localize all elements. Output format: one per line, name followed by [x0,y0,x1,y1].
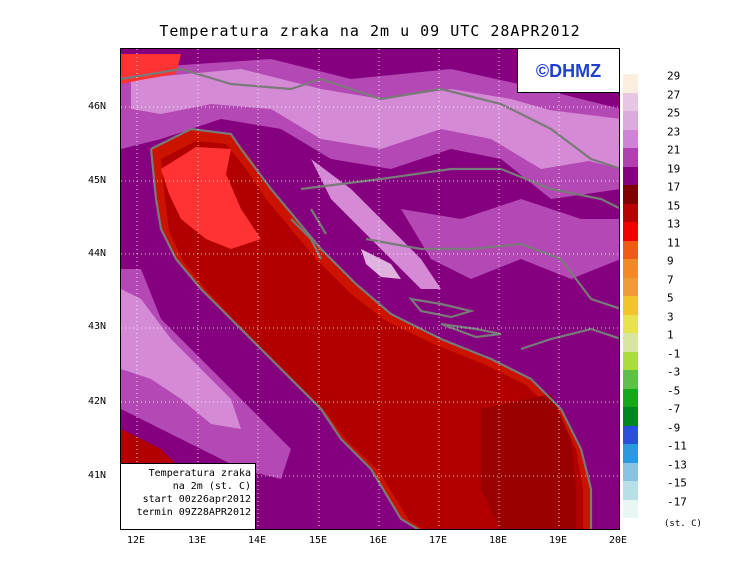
legend-swatch [623,277,638,296]
legend-swatch [623,499,638,518]
land-mid-region-bosnia [401,199,619,279]
land-cool-region-east [541,109,619,169]
lat-label-43n: 43N [88,321,107,332]
info-line-4: termin 09Z28APR2012 [136,507,251,518]
lat-label-44n: 44N [88,248,107,259]
lat-lon-grid [121,49,619,529]
hot-region-veneto [161,147,261,249]
lat-label-45n: 45N [88,175,107,186]
legend-label: 3 [667,310,674,323]
legend-label: 25 [667,106,681,120]
legend-swatch [623,222,638,241]
legend-swatch [623,370,638,389]
legend-label: -1 [667,347,681,360]
legend-label: -5 [667,384,681,397]
legend-swatch [623,462,638,481]
map-title: Temperatura zraka na 2m u 09 UTC 28APR20… [159,22,581,40]
map-canvas [121,49,619,529]
legend-label: 13 [667,217,681,231]
land-cool-region-italy [121,289,241,429]
legend-label: -11 [667,439,687,453]
legend-swatch [623,425,638,444]
lon-label-17e: 17E [428,535,448,546]
info-line-1: Temperatura zraka [148,468,251,479]
lon-label-18e: 18E [488,535,508,546]
legend-swatch [623,148,638,167]
legend-swatch [623,111,638,130]
land-cool-region-coast [311,159,441,289]
info-box: Temperatura zraka na 2m (st. C) start 00… [121,463,256,529]
legend-label: 19 [667,162,681,175]
legend-label: 11 [667,236,681,249]
legend-label: -13 [667,458,687,471]
legend-swatch [623,314,638,333]
legend-label: 7 [667,273,674,286]
legend-label: 29 [667,69,681,83]
legend-swatch [623,166,638,185]
legend-swatch [623,240,638,259]
southern-adriatic [481,394,576,529]
legend-swatch [623,203,638,222]
legend-label: -17 [667,495,687,508]
legend-label: -3 [667,365,681,379]
legend-swatch [623,444,638,463]
legend-label: 1 [667,328,674,342]
temperature-map: ©DHMZ Temperatura zraka na 2m (st. C) st… [120,48,620,530]
land-cold-region [361,249,401,279]
legend-label: 21 [667,143,681,157]
lon-label-12e: 12E [126,535,146,546]
lat-label-42n: 42N [88,396,107,407]
lon-label-19e: 19E [548,535,568,546]
adriatic-sea [161,141,583,529]
info-line-2: na 2m (st. C) [172,481,251,492]
legend-label: 23 [667,125,681,138]
lon-label-16e: 16E [368,535,388,546]
legend-swatch [623,388,638,407]
legend-swatch [623,74,638,93]
lon-label-15e: 15E [308,535,328,546]
legend-swatch [623,185,638,204]
coastlines-and-borders [121,67,619,529]
legend-label: 9 [667,254,674,268]
legend-label: 15 [667,199,681,212]
legend-swatch [623,333,638,352]
land-cool-region-north [131,69,601,169]
legend-swatch [623,129,638,148]
legend-swatch [623,296,638,315]
legend-label: -7 [667,402,681,416]
info-line-3: start 00z26apr2012 [142,494,251,505]
lat-label-46n: 46N [88,101,107,112]
lon-label-13e: 13E [187,535,207,546]
lon-label-14e: 14E [247,535,267,546]
legend-units: (st. C) [664,519,702,529]
legend-swatch [623,351,638,370]
legend-label: 17 [667,180,681,194]
legend-swatch [623,259,638,278]
legend-swatch [623,92,638,111]
legend-label: -9 [667,421,681,434]
legend-label: -15 [667,476,687,490]
legend-label: 27 [667,88,681,101]
lon-label-20e: 20E [608,535,628,546]
legend-swatch [623,407,638,426]
legend-swatch [623,481,638,500]
dhmz-logo: ©DHMZ [517,49,619,93]
legend-label: 5 [667,291,674,305]
lat-label-41n: 41N [88,470,107,481]
